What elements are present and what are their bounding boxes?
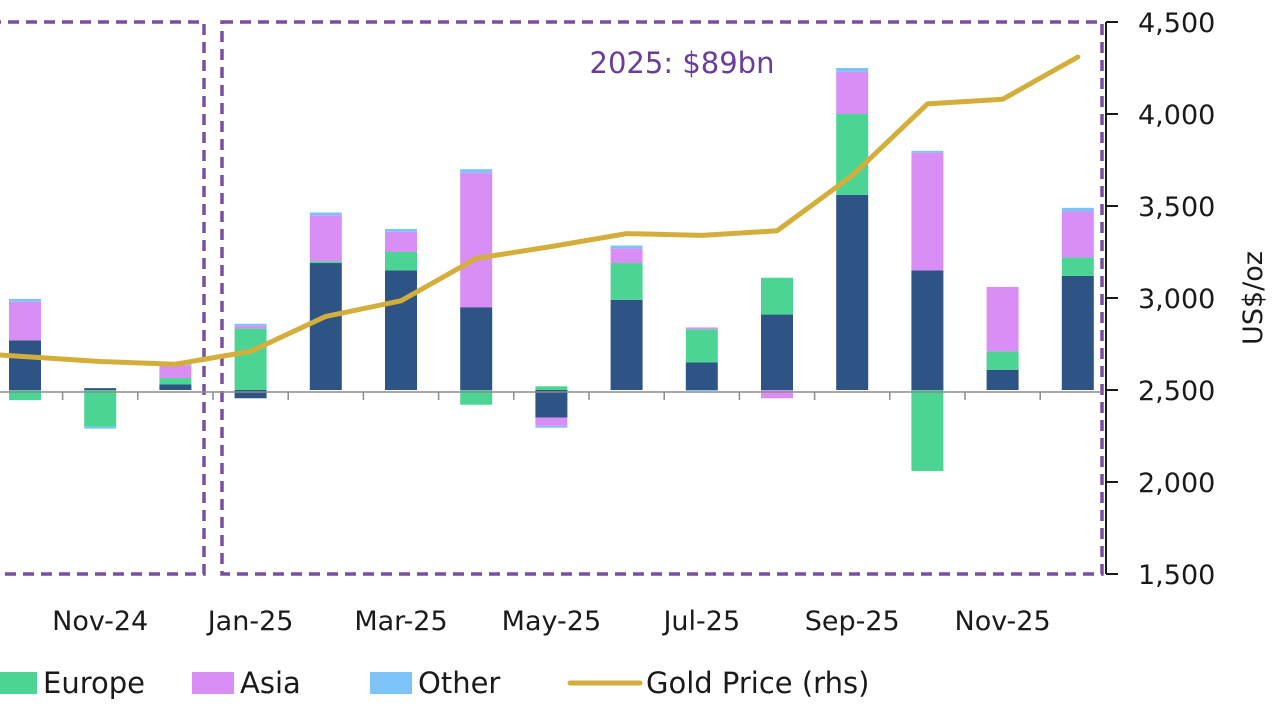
- bar-north-america-jul-25: [685, 362, 718, 390]
- frame-2024: [0, 20, 206, 576]
- bar-asia-may-25: [535, 417, 568, 426]
- bar-north-america-jun-25: [610, 299, 643, 390]
- bar-other-oct-24: [9, 298, 41, 302]
- bar-north-america-aug-25: [761, 314, 793, 390]
- right-axis-tick-label: 4,500: [1138, 8, 1215, 39]
- right-axis-tick-label: 2,000: [1138, 468, 1215, 499]
- bar-north-america-oct-24: [9, 340, 41, 390]
- bar-north-america-oct-25: [911, 270, 944, 390]
- legend-item-europe: Europe: [0, 666, 145, 700]
- legend-swatch: [192, 672, 234, 694]
- right-axis-tick-label: 4,000: [1138, 100, 1215, 131]
- right-axis-tick-label: 3,000: [1138, 284, 1215, 315]
- legend-swatch: [0, 672, 37, 694]
- bar-europe-apr-25: [460, 390, 493, 405]
- right-axis-tick-label: 2,500: [1138, 376, 1215, 407]
- bar-other-oct-25: [911, 150, 944, 153]
- bar-asia-dec-25: [1061, 211, 1094, 258]
- legend-swatch: [370, 672, 412, 694]
- bar-asia-sep-25: [836, 71, 869, 114]
- category-ticks: [61, 392, 1041, 400]
- right-axis: 1,500 2,000 2,500 3,000 3,500 4,000 4,500: [1105, 8, 1215, 591]
- bar-other-feb-25: [309, 212, 342, 216]
- bar-asia-aug-25: [761, 390, 793, 399]
- x-tick-label: Nov-25: [955, 606, 1051, 637]
- bar-north-america-mar-25: [385, 270, 417, 390]
- x-tick-label: Mar-25: [354, 606, 447, 637]
- period-frames: [0, 20, 1104, 576]
- x-tick-label: Sep-25: [805, 606, 900, 637]
- bar-europe-oct-25: [911, 390, 944, 471]
- bar-north-america-jan-25: [234, 390, 267, 399]
- x-tick-label: Nov-24: [52, 606, 148, 637]
- bar-europe-jun-25: [610, 263, 643, 300]
- x-tick-label: Jul-25: [661, 606, 740, 637]
- legend-label: Asia: [240, 666, 301, 700]
- bar-north-america-apr-25: [460, 307, 493, 390]
- bar-europe-aug-25: [761, 277, 793, 315]
- legend-label: Other: [418, 666, 500, 700]
- bar-asia-jul-25: [685, 327, 718, 330]
- bar-other-mar-25: [385, 229, 417, 232]
- bar-other-nov-24: [84, 426, 117, 429]
- right-axis-title: US$/oz: [1238, 251, 1269, 345]
- x-axis-labels: Nov-24 Jan-25 Mar-25 May-25 Jul-25 Sep-25 Nov-…: [52, 606, 1050, 637]
- bar-other-jul-25: [685, 390, 718, 391]
- bar-asia-jan-25: [234, 325, 267, 329]
- bar-europe-dec-25: [1061, 257, 1094, 276]
- legend-item-gold-price-rhs: Gold Price (rhs): [567, 666, 869, 700]
- bar-other-apr-25: [460, 169, 493, 173]
- right-axis-tick-label: 3,500: [1138, 192, 1215, 223]
- bar-asia-apr-25: [460, 172, 493, 308]
- legend-item-asia: Asia: [192, 666, 301, 700]
- annotation-2025-total: 2025: $89bn: [590, 46, 775, 80]
- legend-item-other: Other: [370, 666, 500, 700]
- bar-asia-nov-25: [986, 286, 1019, 352]
- bar-asia-oct-25: [911, 152, 944, 271]
- bar-asia-mar-25: [385, 231, 417, 252]
- bar-europe-nov-25: [986, 351, 1019, 370]
- bar-north-america-feb-25: [309, 263, 342, 390]
- bar-other-jan-25: [234, 323, 267, 326]
- bar-north-america-sep-25: [836, 194, 869, 390]
- x-tick-label: Jan-25: [206, 606, 294, 637]
- bar-asia-jun-25: [610, 248, 643, 264]
- bar-north-america-dec-24: [159, 384, 192, 390]
- bar-europe-mar-25: [385, 252, 417, 271]
- bar-north-america-nov-24: [84, 388, 117, 390]
- legend: Europe Asia Other Gold Price (rhs): [0, 666, 869, 700]
- bar-north-america-may-25: [535, 390, 568, 418]
- bar-asia-feb-25: [309, 215, 342, 262]
- bar-asia-dec-24: [159, 365, 192, 379]
- legend-label: Gold Price (rhs): [646, 666, 869, 700]
- bar-europe-jan-25: [234, 328, 267, 390]
- bar-europe-nov-24: [84, 390, 117, 427]
- bar-other-jun-25: [610, 245, 643, 249]
- bar-europe-jul-25: [685, 329, 718, 363]
- bar-other-may-25: [535, 425, 568, 428]
- bar-europe-may-25: [535, 386, 568, 390]
- bar-north-america-nov-25: [986, 369, 1019, 390]
- x-tick-label: May-25: [502, 606, 601, 637]
- bar-north-america-dec-25: [1061, 275, 1094, 390]
- right-axis-tick-label: 1,500: [1138, 560, 1215, 591]
- legend-label: Europe: [43, 666, 145, 700]
- bar-europe-dec-24: [159, 378, 192, 385]
- bar-other-dec-25: [1061, 207, 1094, 212]
- bar-europe-oct-24: [9, 390, 41, 401]
- bar-other-sep-25: [836, 68, 869, 72]
- bar-europe-feb-25: [309, 261, 342, 264]
- bar-asia-oct-24: [9, 301, 41, 341]
- stacked-bars: [9, 68, 1094, 471]
- frame-2025: [220, 20, 1104, 576]
- gold-price-line: [0, 54, 1081, 367]
